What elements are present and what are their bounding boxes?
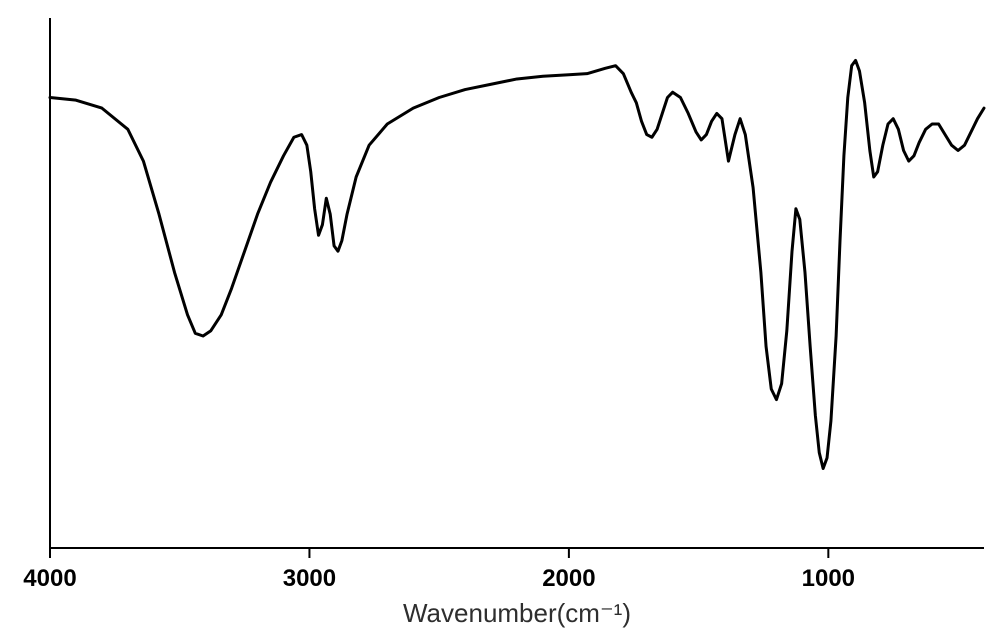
x-tick-label: 4000 — [23, 565, 76, 592]
x-tick-label: 2000 — [542, 565, 595, 592]
ir-spectrum-chart: 4000 3000 2000 1000 Wavenumber(cm⁻¹) — [0, 0, 1000, 639]
chart-svg: 4000 3000 2000 1000 Wavenumber(cm⁻¹) — [0, 0, 1000, 639]
x-tick-label: 1000 — [802, 565, 855, 592]
x-tick-label: 3000 — [283, 565, 336, 592]
x-axis-label: Wavenumber(cm⁻¹) — [403, 598, 631, 628]
chart-background — [0, 0, 1000, 639]
